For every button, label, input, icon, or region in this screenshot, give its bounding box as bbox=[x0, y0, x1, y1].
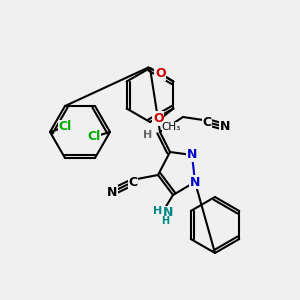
Text: H: H bbox=[143, 130, 153, 140]
Text: Cl: Cl bbox=[87, 130, 101, 143]
Text: N: N bbox=[220, 121, 230, 134]
Text: N: N bbox=[190, 176, 200, 188]
Text: O: O bbox=[153, 112, 164, 125]
Text: N: N bbox=[187, 148, 197, 161]
Text: H: H bbox=[153, 206, 163, 216]
Text: N: N bbox=[107, 185, 117, 199]
Text: C: C bbox=[128, 176, 138, 188]
Text: CH₃: CH₃ bbox=[162, 122, 181, 131]
Text: N: N bbox=[163, 206, 173, 220]
Text: C: C bbox=[202, 116, 211, 128]
Text: H: H bbox=[161, 216, 169, 226]
Text: O: O bbox=[155, 67, 166, 80]
Text: Cl: Cl bbox=[58, 121, 72, 134]
